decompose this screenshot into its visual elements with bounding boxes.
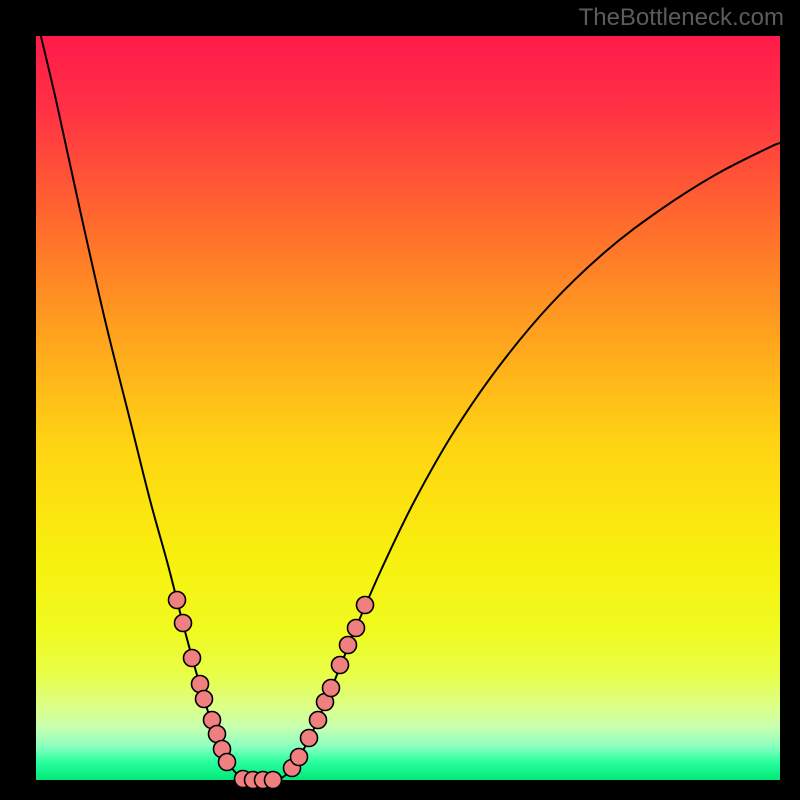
marker-dot — [265, 772, 282, 789]
chart-svg — [36, 36, 780, 780]
watermark-text: TheBottleneck.com — [579, 4, 784, 32]
marker-dot — [184, 650, 201, 667]
curve-left — [36, 16, 243, 779]
marker-dot — [310, 712, 327, 729]
marker-dot — [332, 657, 349, 674]
curve-right — [280, 143, 780, 779]
marker-dot — [340, 637, 357, 654]
marker-dot — [169, 592, 186, 609]
marker-dot — [323, 680, 340, 697]
plot-area — [36, 36, 780, 780]
markers-group — [169, 592, 374, 789]
marker-dot — [301, 730, 318, 747]
marker-dot — [357, 597, 374, 614]
marker-dot — [196, 691, 213, 708]
marker-dot — [348, 620, 365, 637]
marker-dot — [291, 749, 308, 766]
marker-dot — [175, 615, 192, 632]
marker-dot — [219, 754, 236, 771]
